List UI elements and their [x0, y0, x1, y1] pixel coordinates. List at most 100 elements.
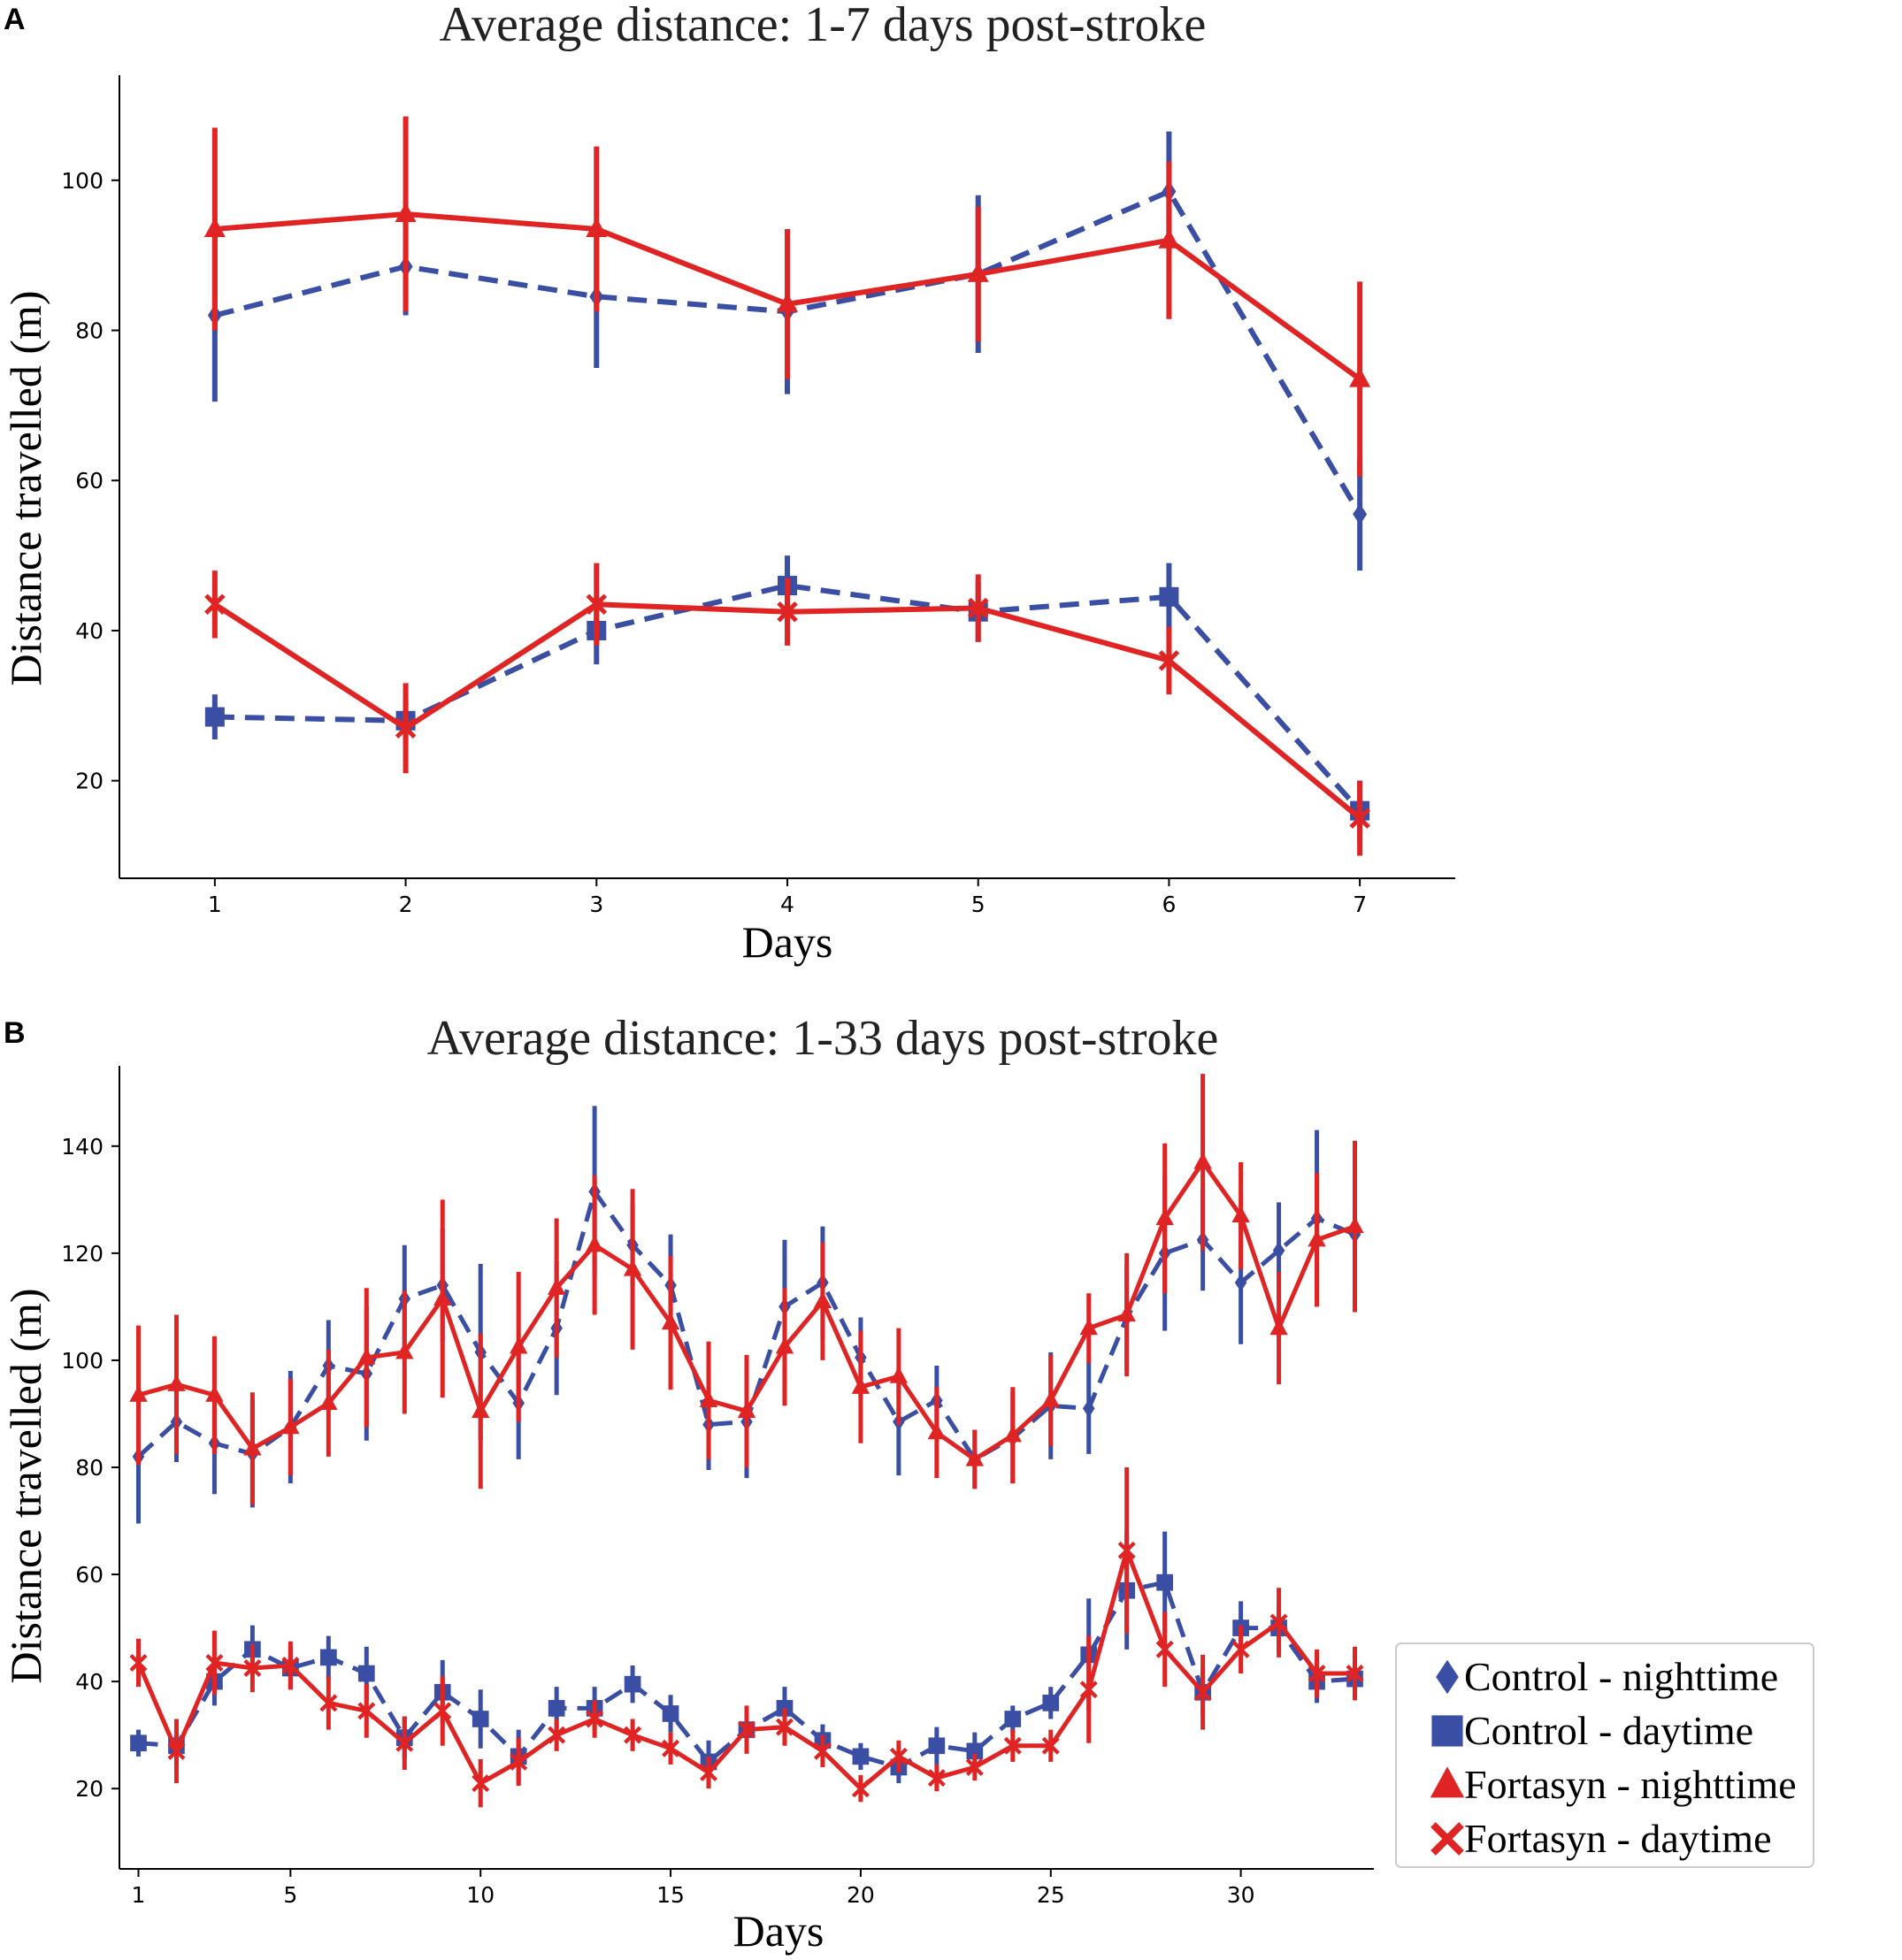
data-point-triangle [699, 1390, 718, 1407]
y-tick-label: 80 [75, 318, 104, 344]
data-point-x [777, 601, 798, 623]
data-point-triangle [967, 262, 989, 282]
y-tick-label: 20 [75, 769, 104, 794]
y-tick-label: 40 [75, 1669, 104, 1695]
legend-label: Fortasyn - nighttime [1464, 1762, 1797, 1807]
data-point-x [129, 1653, 148, 1672]
y-tick-label: 80 [75, 1455, 104, 1481]
data-point-square [357, 1665, 375, 1682]
legend-marker-diamond [1436, 1659, 1459, 1695]
data-point-x [395, 1734, 414, 1752]
data-point-triangle [203, 217, 226, 237]
data-point-triangle [775, 1336, 794, 1354]
y-tick-label: 60 [75, 1562, 104, 1588]
data-point-triangle [357, 1347, 376, 1365]
data-point-square [1004, 1711, 1022, 1727]
data-point-triangle [395, 202, 417, 222]
data-point-x [737, 1720, 756, 1739]
data-point-x [1155, 1640, 1174, 1658]
data-point-triangle [1349, 367, 1371, 387]
data-point-triangle [623, 1259, 642, 1276]
x-tick-label: 25 [1037, 1882, 1065, 1908]
data-point-x [167, 1742, 186, 1760]
data-point-triangle [1346, 1216, 1364, 1234]
data-point-diamond [1234, 1273, 1247, 1292]
data-point-x [1041, 1736, 1060, 1755]
data-point-x [204, 593, 226, 616]
data-point-triangle [737, 1401, 756, 1419]
data-point-triangle [1231, 1206, 1250, 1223]
x-tick-label: 5 [283, 1882, 297, 1908]
plot-area-b [129, 1074, 1364, 1808]
data-point-x [1003, 1736, 1022, 1755]
x-tick-label: 4 [780, 892, 794, 917]
data-point-triangle [472, 1401, 490, 1419]
y-tick-label: 60 [75, 468, 104, 494]
data-point-triangle [586, 217, 608, 237]
x-tick-label: 10 [466, 1882, 495, 1908]
x-tick-label: 1 [208, 892, 222, 917]
y-tick-label: 140 [61, 1134, 104, 1160]
panel-letter-a: A [4, 3, 26, 36]
panel-b: B Average distance: 1-33 days post-strok… [1, 1011, 1374, 1956]
data-point-triangle [813, 1291, 832, 1308]
series-fortasyn-nighttime [129, 1074, 1364, 1505]
x-tick-label: 6 [1162, 892, 1176, 917]
data-point-x [1349, 808, 1370, 829]
ticks-a: 1 2 3 4 5 6 7 20 40 60 80 100 [61, 168, 1367, 917]
data-point-triangle [509, 1336, 528, 1354]
data-point-x [1308, 1665, 1326, 1683]
data-point-square [472, 1711, 489, 1727]
data-point-triangle [927, 1422, 947, 1440]
data-point-x [1269, 1613, 1288, 1632]
y-tick-label: 40 [75, 618, 104, 644]
data-point-diamond [1272, 1241, 1285, 1260]
data-point-triangle [395, 1342, 414, 1359]
data-point-x [967, 597, 989, 619]
data-point-square [852, 1748, 870, 1765]
y-tick-label: 20 [75, 1776, 104, 1802]
data-point-x [510, 1752, 528, 1771]
y-tick-label: 100 [61, 1348, 104, 1374]
data-point-triangle [1041, 1390, 1060, 1407]
data-point-x [889, 1747, 908, 1765]
series-fortasyn-daytime [204, 563, 1370, 856]
data-point-x [775, 1718, 794, 1736]
data-point-x [205, 1653, 224, 1672]
data-point-x [357, 1702, 376, 1720]
data-point-x [662, 1739, 680, 1757]
data-point-x [548, 1726, 566, 1744]
data-point-triangle [585, 1235, 604, 1252]
data-point-triangle [243, 1438, 262, 1456]
data-point-triangle [1269, 1318, 1288, 1336]
y-tick-label: 120 [61, 1241, 104, 1267]
data-point-triangle [167, 1374, 186, 1391]
series-fortasyn-nighttime [203, 116, 1371, 477]
data-point-square [204, 707, 225, 727]
legend-box [1395, 1642, 1814, 1868]
y-axis-label-a: Distance travelled (m) [1, 290, 50, 685]
data-point-square [319, 1649, 337, 1666]
data-point-x [243, 1658, 262, 1678]
data-point-square [1159, 586, 1179, 607]
panel-letter-b: B [4, 1016, 26, 1050]
data-point-triangle [129, 1385, 148, 1402]
legend-marker-square [1431, 1715, 1463, 1747]
data-point-x [472, 1774, 490, 1793]
data-point-triangle [433, 1289, 452, 1305]
data-point-x [813, 1742, 832, 1760]
chart-title-a: Average distance: 1-7 days post-stroke [440, 0, 1207, 52]
series-fortasyn-daytime [129, 1467, 1364, 1808]
data-point-triangle [1155, 1208, 1174, 1226]
data-point-x [965, 1757, 984, 1776]
data-point-triangle [1003, 1425, 1022, 1443]
data-point-x [1117, 1541, 1136, 1559]
plot-area-a [203, 116, 1371, 856]
data-point-diamond [1353, 503, 1368, 525]
legend-label: Control - nighttime [1464, 1654, 1778, 1699]
legend-marker-triangle [1430, 1766, 1465, 1798]
data-point-x [624, 1726, 642, 1744]
data-point-x [319, 1694, 338, 1712]
